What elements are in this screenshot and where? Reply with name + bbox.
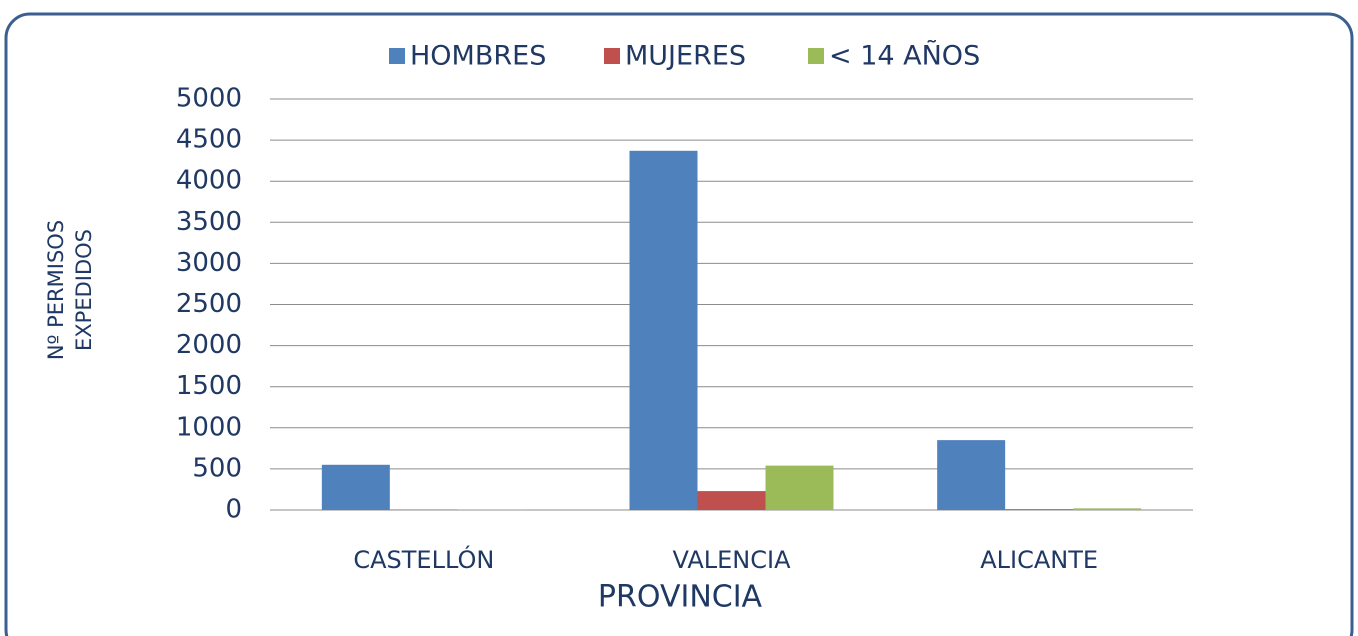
y-tick-label: 2500 bbox=[176, 289, 242, 319]
bar bbox=[321, 464, 390, 510]
y-tick-label: 5000 bbox=[176, 84, 242, 114]
legend-label: < 14 AÑOS bbox=[829, 40, 980, 72]
y-tick-label: 4500 bbox=[176, 125, 242, 155]
y-axis-title: EXPEDIDOS bbox=[72, 229, 96, 351]
y-tick-label: 4000 bbox=[176, 166, 242, 196]
legend-label: MUJERES bbox=[625, 41, 746, 72]
y-tick-label: 3000 bbox=[176, 248, 242, 278]
x-tick-label: VALENCIA bbox=[672, 546, 791, 574]
bar bbox=[697, 491, 766, 510]
y-tick-label: 1500 bbox=[176, 371, 242, 401]
x-tick-label: ALICANTE bbox=[980, 546, 1098, 574]
y-tick-label: 1000 bbox=[176, 412, 242, 442]
bar bbox=[765, 465, 834, 510]
bar bbox=[629, 150, 698, 510]
y-tick-label: 2000 bbox=[176, 330, 242, 360]
bar bbox=[1005, 509, 1074, 510]
legend-label: HOMBRES bbox=[410, 41, 546, 72]
y-tick-label: 3500 bbox=[176, 207, 242, 237]
legend-swatch bbox=[604, 48, 620, 64]
x-tick-label: CASTELLÓN bbox=[353, 544, 494, 574]
legend-swatch bbox=[808, 48, 824, 64]
y-tick-label: 500 bbox=[192, 453, 242, 483]
y-tick-label: 0 bbox=[225, 495, 242, 525]
x-axis-title: PROVINCIA bbox=[598, 580, 763, 615]
bar bbox=[1073, 508, 1142, 510]
legend-swatch bbox=[389, 48, 405, 64]
y-axis-title: Nº PERMISOS bbox=[44, 220, 68, 360]
bar bbox=[937, 440, 1006, 510]
